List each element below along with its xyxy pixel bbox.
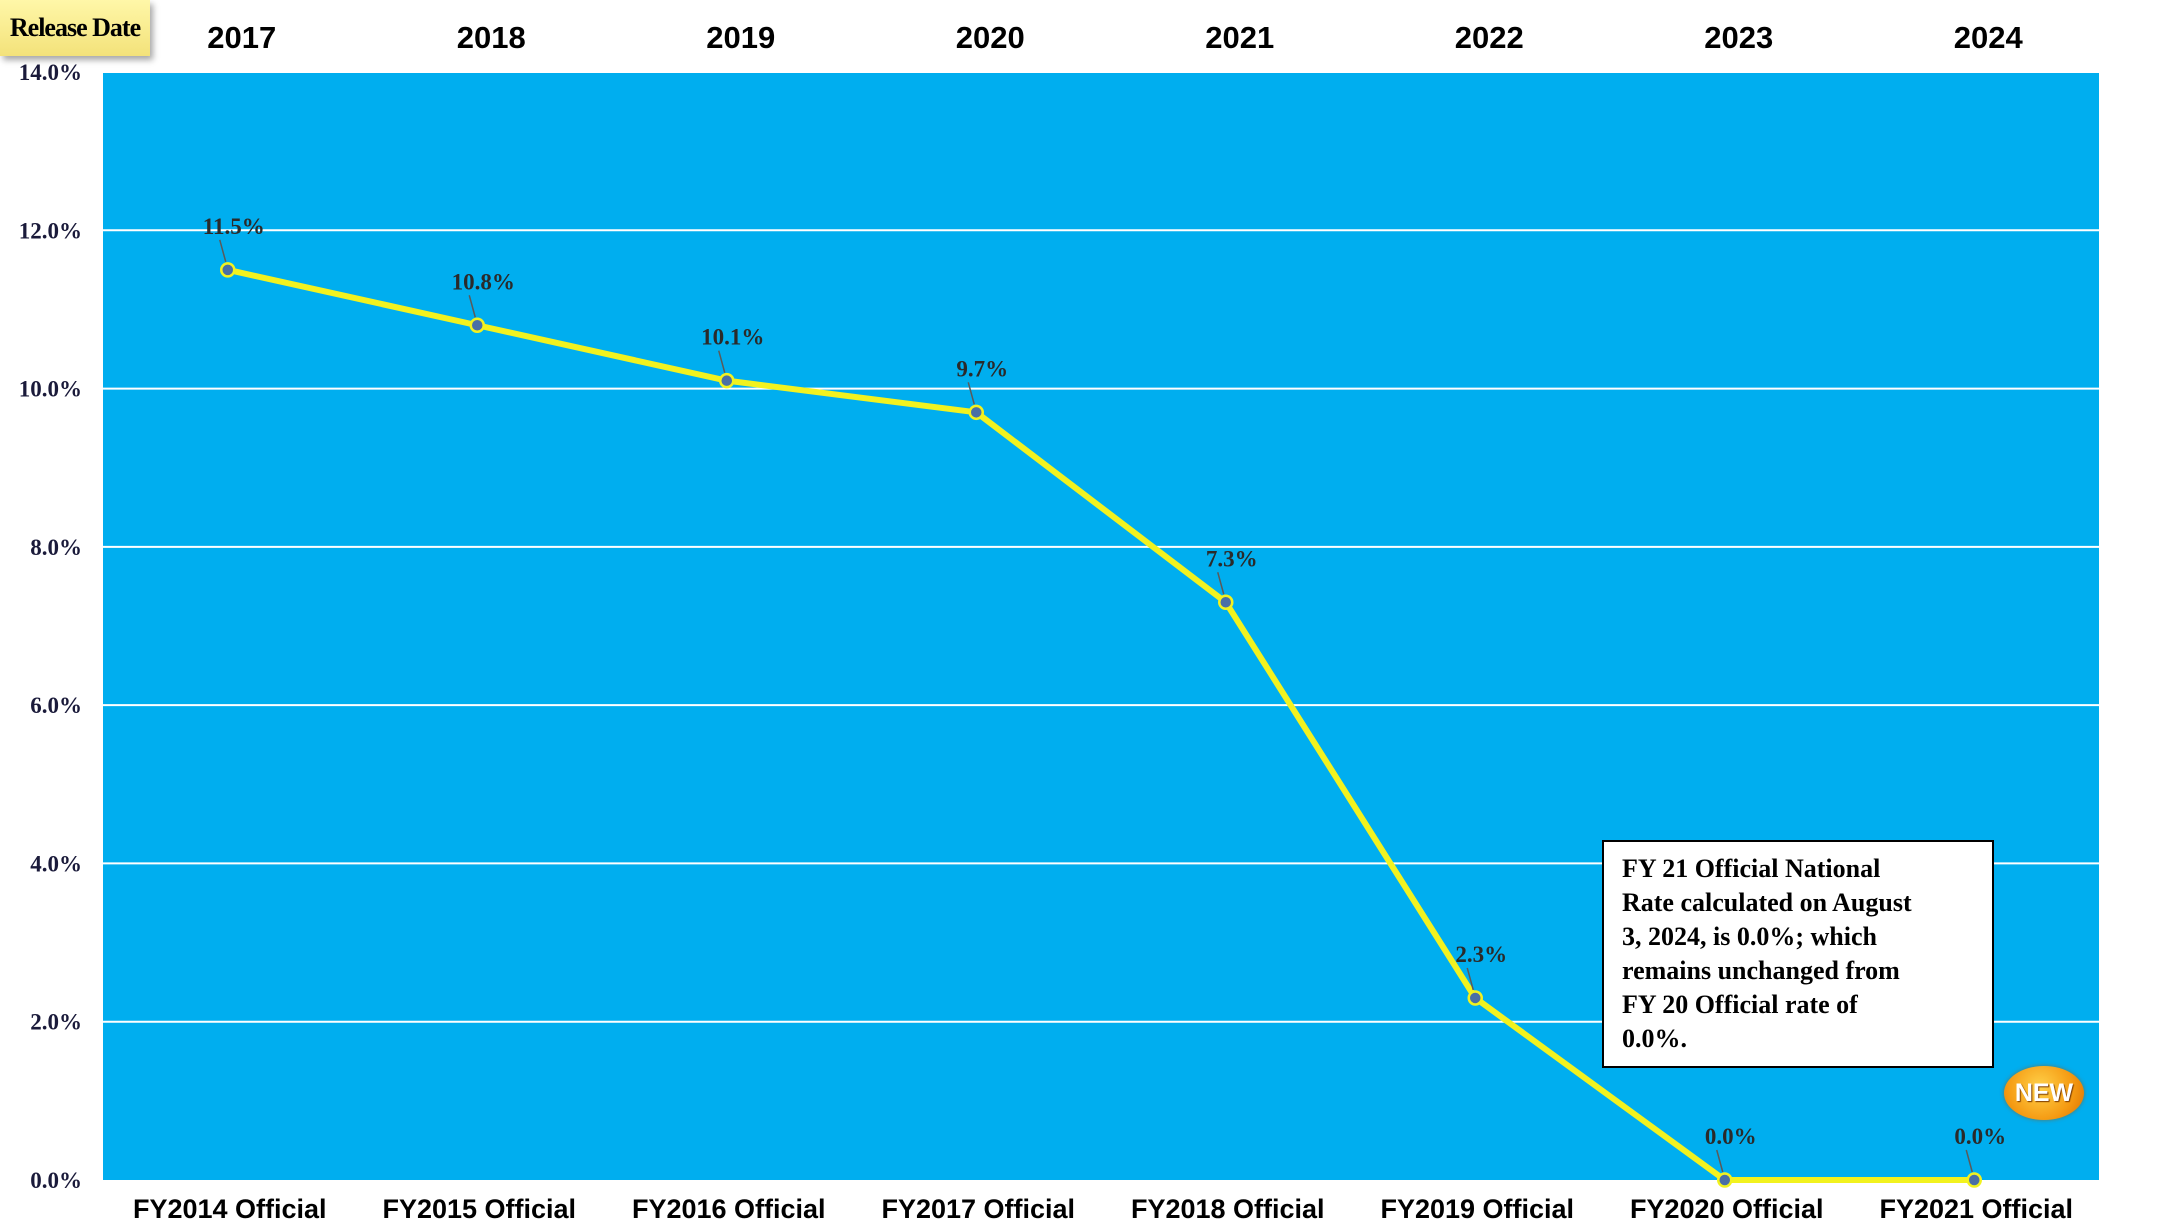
y-tick-label: 14.0% [19,60,82,85]
x-tick-label: FY2021 Official [1879,1194,2073,1224]
y-tick-label: 10.0% [19,377,82,402]
leader-line [468,295,476,318]
new-badge-icon: NEW [2004,1066,2084,1120]
data-point [1467,990,1483,1006]
x-tick-label: FY2017 Official [881,1194,1075,1224]
leader-line [1466,967,1474,991]
release-year-label: 2019 [706,20,775,55]
release-year-label: 2024 [1954,20,2024,55]
leader-line [1217,572,1225,595]
release-year-axis: 2017 2018 2019 2020 2021 2022 2023 2024 [207,20,2023,55]
annotation-line: FY 21 Official National [1622,854,1881,883]
data-point [1717,1172,1733,1188]
data-label: 0.0% [1954,1124,2006,1149]
x-tick-label: FY2018 Official [1131,1194,1325,1224]
annotation-box: FY 21 Official National Rate calculated … [1602,840,1994,1068]
y-tick-label: 6.0% [30,693,82,718]
leader-line [718,350,726,373]
annotation-line: remains unchanged from [1622,956,1900,985]
data-label: 9.7% [956,356,1008,381]
x-tick-label: FY2016 Official [632,1194,826,1224]
y-tick-label: 8.0% [30,535,82,560]
series-rate [220,262,1982,1188]
x-tick-label: FY2019 Official [1380,1194,1574,1224]
data-point [469,317,485,334]
leader-line [219,239,227,263]
release-year-label: 2023 [1704,20,1773,55]
annotation-line: FY 20 Official rate of [1622,990,1858,1019]
data-point [1218,594,1234,611]
annotation-line: 0.0%. [1622,1024,1687,1053]
annotation-line: Rate calculated on August [1622,888,1912,917]
release-year-label: 2018 [457,20,526,55]
annotation-line: 3, 2024, is 0.0%; which [1622,922,1877,951]
leader-line [1965,1149,1973,1173]
data-point [220,262,236,278]
y-tick-label: 4.0% [30,851,82,876]
leader-line [967,382,975,405]
data-label: 10.8% [452,269,515,294]
data-point [1966,1172,1982,1188]
y-tick-label: 2.0% [30,1010,82,1035]
data-label: 2.3% [1455,942,1507,967]
x-tick-label: FY2014 Official [133,1194,327,1224]
data-label: 11.5% [203,214,265,239]
x-tick-label: FY2020 Official [1630,1194,1824,1224]
release-date-badge: Release Date [0,0,150,56]
release-year-label: 2020 [956,20,1025,55]
series-line [227,266,1975,1183]
gridlines [103,71,2099,1023]
x-axis-ticks: FY2014 Official FY2015 Official FY2016 Off… [133,1194,2073,1224]
y-tick-label: 0.0% [30,1168,82,1193]
data-labels: 11.5% 10.8% 10.1% 9.7% 7.3% 2.3% 0.0% 0.0% [203,214,2006,1173]
data-point [719,372,735,389]
release-year-label: 2022 [1455,20,1524,55]
leader-line [1716,1149,1724,1173]
data-point [968,404,984,421]
y-tick-label: 12.0% [19,218,82,243]
y-axis-ticks: 0.0% 2.0% 4.0% 6.0% 8.0% 10.0% 12.0% 14.0% [19,60,82,1193]
data-label: 0.0% [1705,1124,1757,1149]
data-label: 10.1% [701,325,764,350]
release-year-label: 2017 [207,20,276,55]
x-tick-label: FY2015 Official [382,1194,576,1224]
release-year-label: 2021 [1205,20,1274,55]
data-label: 7.3% [1206,546,1258,571]
